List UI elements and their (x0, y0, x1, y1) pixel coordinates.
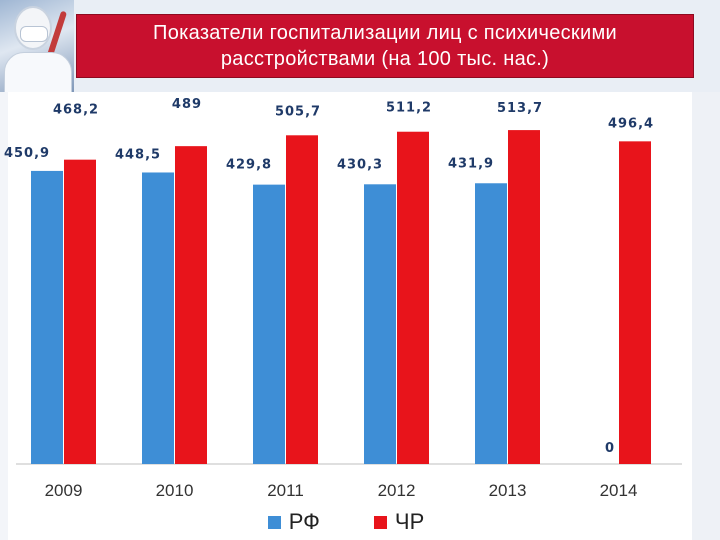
data-label-chr-2014: 496,4 (608, 116, 654, 131)
bar-chr-2010 (175, 146, 207, 464)
data-label-rf-2010: 448,5 (115, 147, 161, 162)
bar-chr-2011 (286, 135, 318, 465)
x-tick-label-2013: 2013 (489, 481, 527, 500)
bar-chr-2012 (397, 131, 429, 464)
bar-chr-2013 (508, 130, 540, 464)
legend-item-chr: ЧР (373, 509, 425, 535)
data-label-rf-2013: 431,9 (448, 156, 494, 171)
page-title: Показатели госпитализации лиц с психичес… (153, 22, 617, 70)
data-label-chr-2012: 511,2 (386, 101, 432, 116)
bar-chr-2009 (64, 159, 96, 465)
left-border-strip (0, 92, 8, 540)
legend-label-rf: РФ (288, 509, 320, 534)
bar-rf-2011 (253, 184, 285, 464)
bar-rf-2009 (31, 170, 63, 464)
legend-swatch-chr (373, 515, 387, 529)
x-tick-label-2009: 2009 (45, 481, 83, 500)
data-label-rf-2009: 450,9 (4, 146, 50, 161)
x-tick-label-2012: 2012 (378, 481, 416, 500)
lab-coat-shape (4, 52, 72, 92)
legend-item-rf: РФ (267, 509, 320, 535)
x-tick-label-2011: 2011 (267, 481, 304, 500)
title-banner: Показатели госпитализации лиц с психичес… (76, 14, 694, 78)
legend-label-chr: ЧР (394, 509, 425, 534)
legend-swatch-rf (267, 515, 281, 529)
chart-legend: РФ ЧР (0, 508, 692, 536)
header-bar: Показатели госпитализации лиц с психичес… (0, 0, 720, 92)
bar-chr-2014 (619, 141, 651, 464)
bar-rf-2010 (142, 172, 174, 464)
data-label-chr-2009: 468,2 (53, 103, 99, 118)
doctor-photo (0, 0, 74, 92)
data-label-chr-2011: 505,7 (275, 104, 321, 119)
x-tick-label-2010: 2010 (156, 481, 194, 500)
data-label-rf-2014: 0 (605, 441, 615, 456)
data-label-chr-2010: 489 (172, 97, 202, 112)
data-label-chr-2013: 513,7 (497, 101, 543, 116)
x-tick-label-2014: 2014 (600, 481, 638, 500)
face-mask-shape (20, 26, 48, 42)
data-label-rf-2011: 429,8 (226, 158, 272, 173)
data-label-rf-2012: 430,3 (337, 157, 383, 172)
bar-rf-2013 (475, 183, 507, 464)
right-border-strip (692, 92, 720, 540)
bar-chart: 450,9 468,2 2009 448,5 489 2010 429,8 505,7 2011… (4, 97, 682, 500)
bar-rf-2012 (364, 184, 396, 464)
